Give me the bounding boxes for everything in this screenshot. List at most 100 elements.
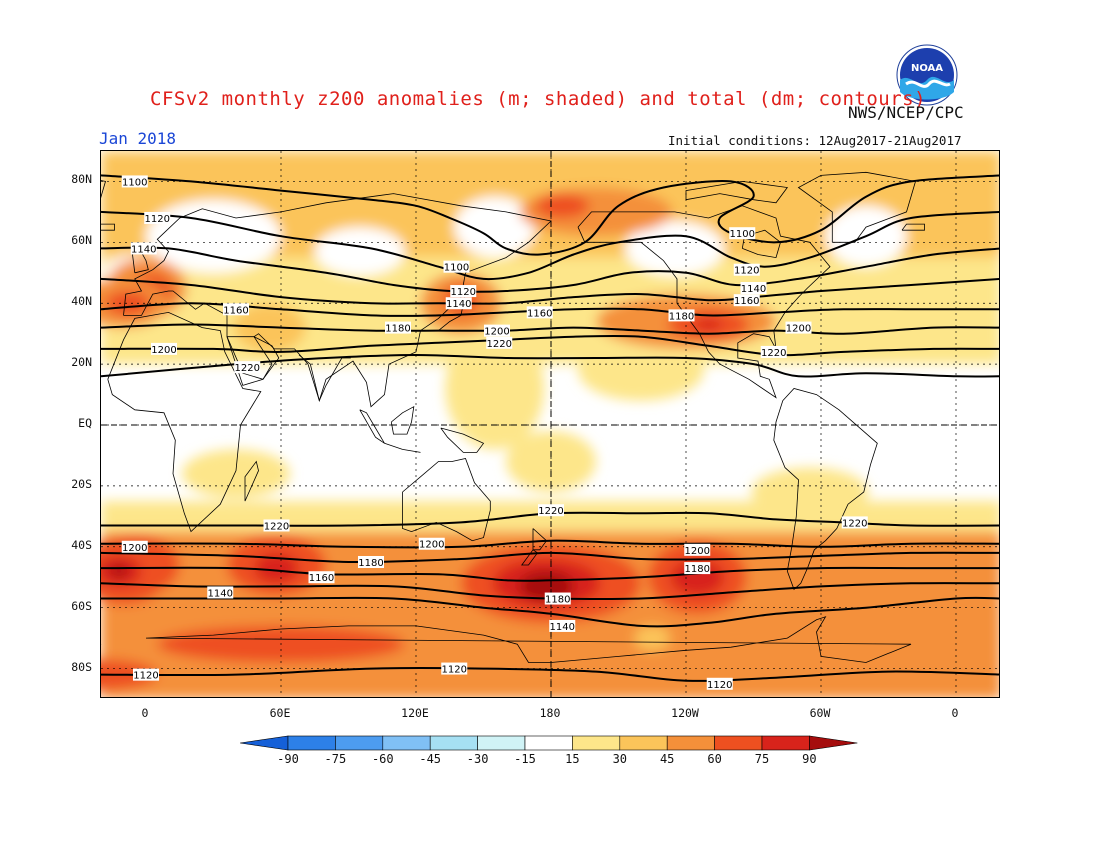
contour-label: 1180 [544,592,571,606]
height-contours [101,174,999,682]
contour-label: 1100 [729,227,756,240]
latitude-label: 60S [71,598,92,613]
colorbar-segment [335,735,384,751]
colorbar-segment [524,735,573,751]
svg-text:1160: 1160 [309,573,334,584]
svg-text:1120: 1120 [133,671,158,682]
colorbar-label: 45 [659,752,675,766]
contour-line [101,277,999,305]
longitude-label: 60W [809,706,831,720]
colorbar-label: 90 [802,752,817,766]
coastline-path [440,427,485,453]
colorbar-segment [382,735,431,751]
contour-line [101,353,999,378]
noaa-logo: NOAA [896,44,958,106]
svg-text:1140: 1140 [208,588,233,599]
colorbar-label: -15 [514,752,536,766]
svg-text:1200: 1200 [786,324,811,335]
colorbar-segment [666,735,715,751]
svg-text:1180: 1180 [385,324,410,335]
colorbar-arrow-right [809,735,858,751]
svg-text:1160: 1160 [734,296,759,307]
svg-text:1120: 1120 [734,266,759,277]
map-svg: 1100112011401160118012001220110011201140… [101,151,999,697]
colorbar-label: -30 [466,752,489,766]
colorbar-label: -75 [324,752,347,766]
coastline-path [244,460,259,502]
svg-text:NOAA: NOAA [911,63,943,74]
contour-line [101,323,999,335]
longitude-label: 60E [269,706,291,720]
anomaly-map: 1100 1120 1140 1160 1180 1200 1220 1100 1120 1140… [100,150,1000,698]
contour-label: 1160 [308,571,335,584]
coastline-path [773,388,878,591]
svg-text:1140: 1140 [550,622,575,633]
svg-text:1220: 1220 [235,363,260,374]
contour-line [101,246,999,293]
svg-text:1200: 1200 [122,543,147,554]
agency-label: NWS/NCEP/CPC [848,103,964,122]
svg-text:1140: 1140 [741,284,766,295]
colorbar-label: 60 [707,752,722,766]
contour-label: 1200 [684,543,711,557]
latitude-label: 40N [71,294,92,309]
colorbar-arrow-left [240,735,289,751]
coastline-path [532,528,548,551]
colorbar [240,735,858,751]
colorbar-label: 30 [612,752,628,766]
latitude-label: 40S [71,537,92,552]
colorbar-segment [429,735,478,751]
svg-text:1120: 1120 [707,680,732,691]
contour-label: 1120 [144,211,171,225]
coastline-path [226,336,280,380]
contour-line [101,334,999,357]
contour-label: 1140 [740,282,767,295]
svg-text:1120: 1120 [442,665,467,676]
latitude-label: 80N [71,172,92,187]
contour-labels: 1100112011401160118012001220110011201140… [121,175,868,691]
contour-line [101,551,999,564]
coastline-path [521,549,539,566]
contour-line [101,174,999,256]
svg-text:1220: 1220 [538,506,563,517]
contour-line [101,210,999,281]
contour-label: 1140 [207,586,234,599]
contour-label: 1200 [121,540,148,554]
contour-label: 1100 [443,260,470,274]
contour-line [101,566,999,582]
longitude-label: 0 [141,706,149,720]
svg-text:1100: 1100 [444,263,469,274]
initial-conditions: Initial conditions: 12Aug2017-21Aug2017 [668,133,962,148]
svg-text:1100: 1100 [122,177,147,188]
svg-text:1100: 1100 [730,229,755,240]
svg-text:1200: 1200 [685,546,710,557]
contour-label: 1140 [549,619,576,633]
colorbar-label: -45 [419,752,442,766]
contour-label: 1220 [234,361,261,374]
svg-text:1220: 1220 [842,518,867,529]
coastline-path [390,405,415,435]
colorbar-segment [619,735,668,751]
coastline-path [384,442,421,453]
coastline-path [402,458,491,542]
svg-text:1160: 1160 [223,305,248,316]
colorbar-label: 15 [565,752,580,766]
coastline-path [123,193,552,408]
graticule [101,151,999,697]
contour-label: 1160 [733,294,760,307]
svg-text:1200: 1200 [151,345,176,356]
contour-label: 1100 [121,175,148,188]
svg-text:1120: 1120 [145,214,170,225]
colorbar-segment [714,735,763,751]
longitude-label: 180 [539,706,561,720]
forecast-month: Jan 2018 [99,129,177,148]
svg-text:1200: 1200 [484,327,509,338]
longitude-label: 0 [951,706,959,720]
contour-label: 1120 [706,677,733,691]
contour-label: 1120 [133,668,159,682]
latitude-label: 20N [71,355,92,370]
coastline-path [685,180,789,204]
colorbar-segment [572,735,621,751]
contour-label: 1180 [684,562,711,575]
coastline-path [101,223,115,231]
